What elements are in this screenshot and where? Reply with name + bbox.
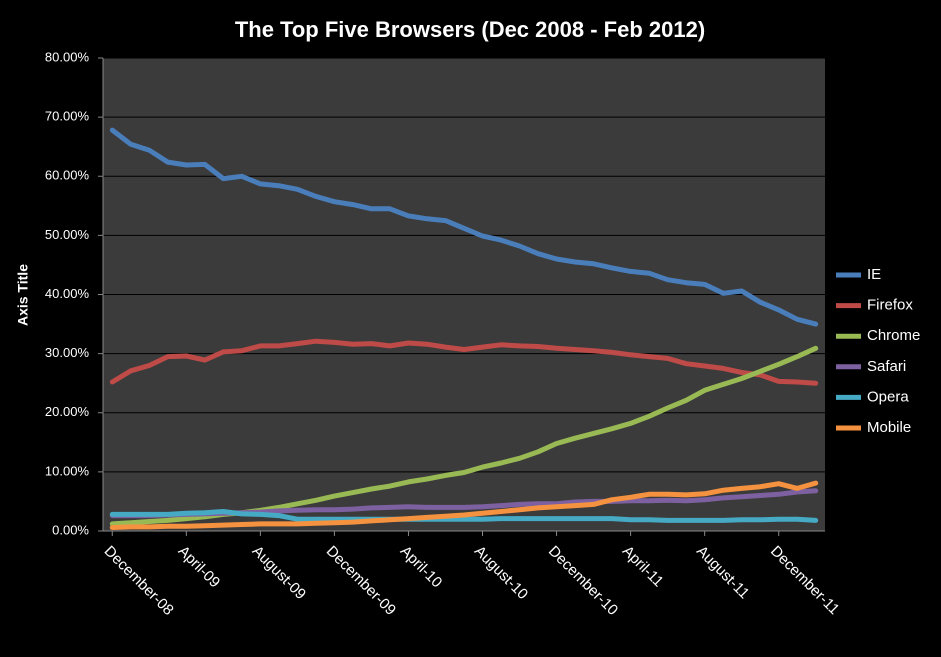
series-line [109,480,819,530]
legend-label: Opera [867,388,909,405]
y-tick-label: 80.00% [45,49,90,64]
legend-label: Mobile [867,419,911,436]
series-line [109,509,819,523]
y-tick-label: 40.00% [45,286,90,301]
y-tick-label: 0.00% [52,522,89,537]
y-tick-label: 60.00% [45,168,90,183]
y-tick-label: 30.00% [45,345,90,360]
y-tick-label: 70.00% [45,109,90,124]
legend-label: Safari [867,358,906,375]
y-axis-title: Axis Title [15,264,31,326]
legend-label: Firefox [867,297,913,314]
y-tick-label: 20.00% [45,404,90,419]
y-tick-label: 50.00% [45,227,90,242]
legend-label: Chrome [867,327,920,344]
series-line [109,127,819,327]
chart-title: The Top Five Browsers (Dec 2008 - Feb 20… [235,17,705,42]
y-tick-label: 10.00% [45,463,90,478]
legend-label: IE [867,266,881,283]
series-line [109,338,819,386]
